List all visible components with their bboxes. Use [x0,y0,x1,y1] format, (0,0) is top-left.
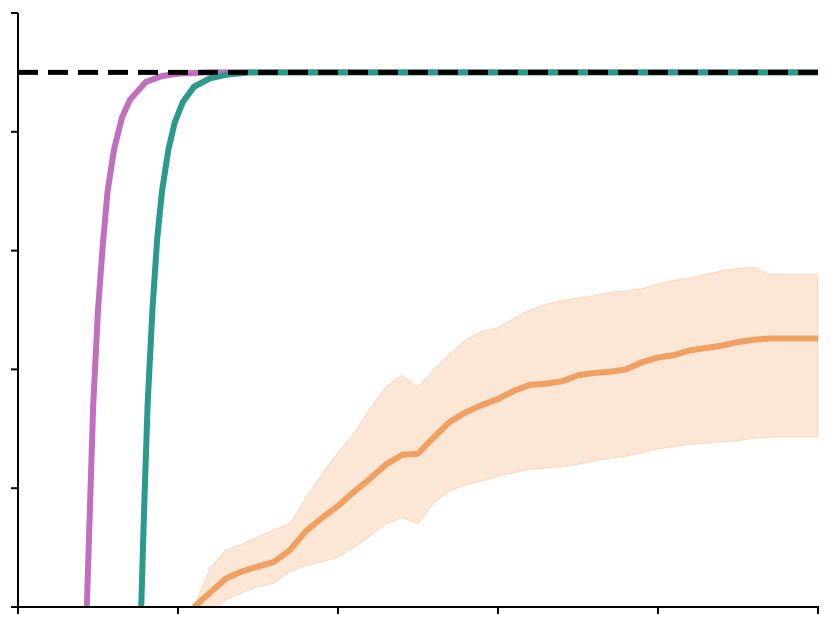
axes [11,12,819,614]
series-2-line [192,335,818,607]
series-2-band [193,266,819,607]
plot-area [18,69,819,607]
